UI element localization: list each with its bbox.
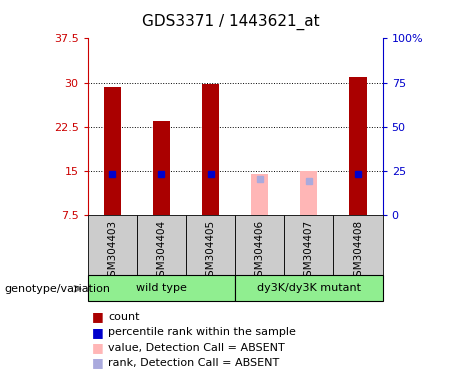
Text: GSM304403: GSM304403 [107, 220, 117, 283]
Bar [186, 215, 235, 275]
Bar [284, 215, 333, 275]
Text: GSM304405: GSM304405 [206, 220, 216, 283]
Text: wild type: wild type [136, 283, 187, 293]
Text: percentile rank within the sample: percentile rank within the sample [108, 327, 296, 337]
Bar [88, 275, 235, 301]
Bar [333, 215, 383, 275]
Text: GSM304407: GSM304407 [304, 220, 314, 283]
Text: dy3K/dy3K mutant: dy3K/dy3K mutant [257, 283, 361, 293]
Text: value, Detection Call = ABSENT: value, Detection Call = ABSENT [108, 343, 285, 353]
Text: genotype/variation: genotype/variation [5, 284, 111, 294]
Bar [235, 275, 383, 301]
Bar [251, 174, 268, 215]
Text: rank, Detection Call = ABSENT: rank, Detection Call = ABSENT [108, 358, 279, 368]
Bar [153, 121, 170, 215]
Bar [137, 215, 186, 275]
Text: GSM304406: GSM304406 [254, 220, 265, 283]
Text: ■: ■ [92, 356, 104, 369]
Bar [88, 215, 137, 275]
Text: ■: ■ [92, 310, 104, 323]
Bar [300, 171, 318, 215]
Bar [349, 77, 366, 215]
Bar [235, 215, 284, 275]
Bar [202, 84, 219, 215]
Text: ■: ■ [92, 341, 104, 354]
Text: ■: ■ [92, 326, 104, 339]
Text: GSM304408: GSM304408 [353, 220, 363, 283]
Text: count: count [108, 312, 140, 322]
Bar [104, 87, 121, 215]
Text: GDS3371 / 1443621_at: GDS3371 / 1443621_at [142, 13, 319, 30]
Text: GSM304404: GSM304404 [156, 220, 166, 283]
